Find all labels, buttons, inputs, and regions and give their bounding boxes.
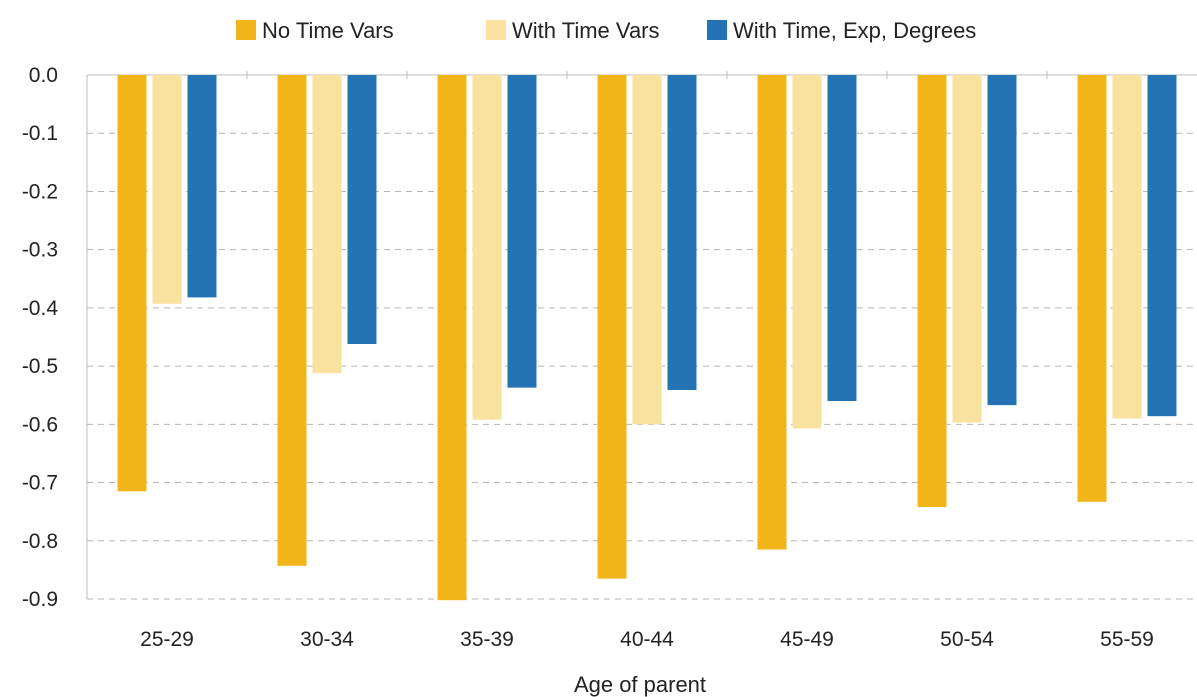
y-tick-label: -0.9: [22, 588, 58, 611]
bar-1-55-59: [1077, 75, 1107, 502]
bar-1-45-49: [757, 75, 787, 550]
bar-3-25-29: [187, 75, 217, 298]
x-tick-label: 50-54: [940, 628, 994, 651]
y-tick-label: -0.5: [22, 355, 58, 378]
bar-2-45-49: [792, 75, 822, 429]
x-tick-label: 30-34: [300, 628, 354, 651]
x-tick-label: 25-29: [140, 628, 194, 651]
y-tick-label: 0.0: [29, 64, 58, 87]
bar-1-40-44: [597, 75, 627, 579]
legend-swatch: [486, 20, 506, 40]
y-tick-label: -0.6: [22, 413, 58, 436]
bar-3-30-34: [347, 75, 377, 344]
bar-3-55-59: [1147, 75, 1177, 417]
y-tick-label: -0.3: [22, 239, 58, 262]
legend-label: No Time Vars: [262, 18, 394, 43]
bar-2-50-54: [952, 75, 982, 423]
legend: No Time Vars With Time Vars With Time, Exp…: [236, 18, 976, 43]
bar-1-50-54: [917, 75, 947, 508]
legend-swatch: [707, 20, 727, 40]
y-tick-label: -0.1: [22, 122, 58, 145]
bar-3-40-44: [667, 75, 697, 390]
x-tick-label: 40-44: [620, 628, 674, 651]
x-axis: 25-29 30-34 35-39 40-44 45-49 50-54 55-59: [140, 71, 1154, 651]
x-tick-label: 45-49: [780, 628, 834, 651]
y-tick-label: -0.2: [22, 180, 58, 203]
x-axis-title: Age of parent: [574, 672, 706, 697]
y-tick-label: -0.7: [22, 472, 58, 495]
bar-2-55-59: [1112, 75, 1142, 419]
legend-label: With Time, Exp, Degrees: [733, 18, 976, 43]
bar-2-30-34: [312, 75, 342, 374]
bar-2-25-29: [152, 75, 182, 304]
bar-3-45-49: [827, 75, 857, 402]
bar-2-40-44: [632, 75, 662, 425]
bar-3-50-54: [987, 75, 1017, 406]
bar-1-30-34: [277, 75, 307, 566]
x-tick-label: 55-59: [1100, 628, 1154, 651]
y-tick-label: -0.4: [22, 297, 59, 320]
bar-1-35-39: [437, 75, 467, 601]
bar-2-35-39: [472, 75, 502, 420]
legend-swatch: [236, 20, 256, 40]
legend-label: With Time Vars: [512, 18, 660, 43]
y-tick-label: -0.8: [22, 530, 58, 553]
bar-3-35-39: [507, 75, 537, 388]
bars: [117, 75, 1177, 601]
x-tick-label: 35-39: [460, 628, 514, 651]
bar-1-25-29: [117, 75, 147, 492]
